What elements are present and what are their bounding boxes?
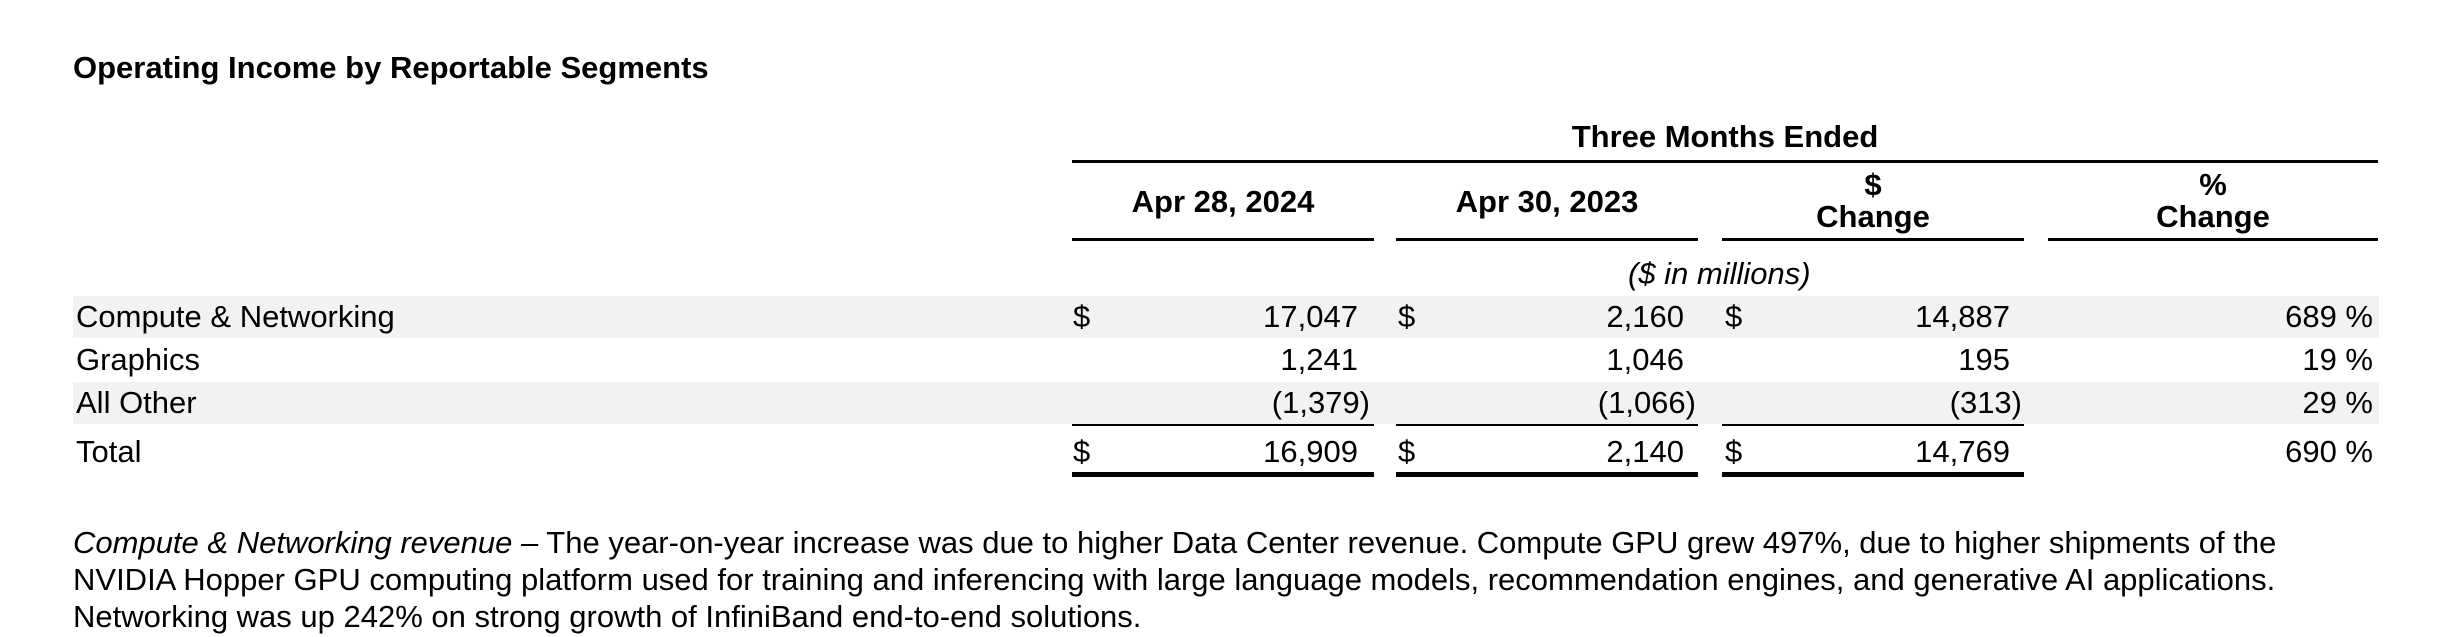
currency-symbol: $ bbox=[1398, 434, 1416, 469]
currency-symbol: $ bbox=[1073, 299, 1091, 334]
row-band-compute bbox=[73, 296, 2379, 338]
section-title: Operating Income by Reportable Segments bbox=[73, 50, 709, 85]
cell-apr-2024: (1,379) bbox=[1271, 385, 1370, 420]
subtotal-rule-apr-2024 bbox=[1072, 424, 1374, 426]
row-band-all-other bbox=[73, 382, 2379, 424]
row-label: All Other bbox=[76, 385, 197, 420]
commentary-lead: Compute & Networking revenue bbox=[73, 525, 513, 560]
currency-symbol: $ bbox=[1725, 299, 1743, 334]
commentary-body: – The year-on-year increase was due to h… bbox=[73, 525, 2277, 634]
cell-pct-change: 29 % bbox=[2302, 385, 2373, 420]
commentary-paragraph: Compute & Networking revenue – The year-… bbox=[73, 524, 2383, 635]
cell-apr-2024: 17,047 bbox=[1263, 299, 1358, 334]
header-group-label: Three Months Ended bbox=[1571, 119, 1879, 154]
row-label: Graphics bbox=[76, 342, 201, 377]
total-rule-dollar-change bbox=[1722, 472, 2024, 477]
header-rule-pct-change bbox=[2048, 238, 2378, 241]
total-apr-2024: 16,909 bbox=[1263, 434, 1358, 469]
total-dollar-change: 14,769 bbox=[1915, 434, 2010, 469]
cell-apr-2023: (1,066) bbox=[1597, 385, 1696, 420]
total-rule-apr-2024 bbox=[1072, 472, 1374, 477]
header-col-pct-change: Change bbox=[2156, 199, 2270, 234]
cell-pct-change: 19 % bbox=[2302, 342, 2373, 377]
header-col-apr-2023: Apr 30, 2023 bbox=[1455, 184, 1639, 219]
row-label: Compute & Networking bbox=[76, 299, 395, 334]
header-col-dollar-change-symbol: $ bbox=[1864, 167, 1882, 202]
total-apr-2023: 2,140 bbox=[1606, 434, 1684, 469]
total-rule-apr-2023 bbox=[1396, 472, 1698, 477]
header-col-pct-change-symbol: % bbox=[2199, 167, 2227, 202]
header-rule-apr-2023 bbox=[1396, 238, 1698, 241]
currency-symbol: $ bbox=[1725, 434, 1743, 469]
cell-dollar-change: 195 bbox=[1958, 342, 2010, 377]
cell-dollar-change: 14,887 bbox=[1915, 299, 2010, 334]
currency-symbol: $ bbox=[1398, 299, 1416, 334]
cell-dollar-change: (313) bbox=[1949, 385, 2022, 420]
cell-apr-2024: 1,241 bbox=[1280, 342, 1358, 377]
units-label: ($ in millions) bbox=[1628, 256, 1811, 291]
subtotal-rule-apr-2023 bbox=[1396, 424, 1698, 426]
header-rule-apr-2024 bbox=[1072, 238, 1374, 241]
total-label: Total bbox=[76, 434, 142, 469]
header-rule-dollar-change bbox=[1722, 238, 2024, 241]
total-pct-change: 690 % bbox=[2285, 434, 2373, 469]
header-col-apr-2024: Apr 28, 2024 bbox=[1131, 184, 1315, 219]
cell-apr-2023: 1,046 bbox=[1606, 342, 1684, 377]
header-group-rule bbox=[1072, 160, 2378, 163]
cell-apr-2023: 2,160 bbox=[1606, 299, 1684, 334]
currency-symbol: $ bbox=[1073, 434, 1091, 469]
header-col-dollar-change: Change bbox=[1816, 199, 1930, 234]
subtotal-rule-dollar-change bbox=[1722, 424, 2024, 426]
cell-pct-change: 689 % bbox=[2285, 299, 2373, 334]
